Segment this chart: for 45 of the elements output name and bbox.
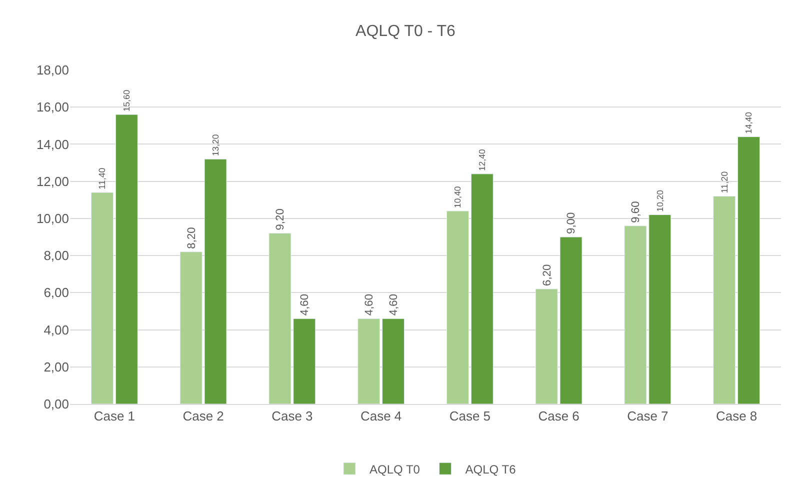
y-tick-label: 2,00	[44, 359, 69, 374]
data-label: 4,60	[388, 294, 400, 316]
x-tick-label: Case 2	[182, 408, 224, 424]
data-label: 14,40	[744, 112, 754, 134]
data-label: 10,40	[452, 186, 463, 208]
y-tick-label: 14,00	[36, 136, 69, 152]
x-tick-label: Case 5	[449, 408, 491, 424]
y-tick-label: 0,00	[44, 396, 69, 412]
x-tick-label: Case 4	[360, 408, 402, 424]
x-tick-label: Case 7	[627, 408, 668, 424]
data-label: 12,40	[477, 148, 488, 171]
data-label: 11,20	[719, 171, 730, 194]
data-label: 13,20	[210, 134, 220, 156]
y-tick-label: 16,00	[36, 100, 69, 115]
data-label: 9,00	[566, 212, 578, 234]
bar	[382, 318, 405, 404]
x-tick-label: Case 3	[272, 408, 313, 424]
data-label: 6,20	[541, 264, 554, 286]
y-tick-label: 10,00	[36, 210, 69, 226]
bar	[115, 114, 138, 404]
y-tick-label: 4,00	[44, 322, 69, 338]
bar	[713, 196, 736, 404]
y-tick-label: 12,00	[36, 174, 69, 189]
data-label: 11,40	[97, 168, 108, 190]
bar	[358, 318, 380, 404]
chart-title: AQLQ T0 - T6	[356, 22, 456, 40]
x-tick-label: Case 6	[538, 408, 580, 424]
bar	[90, 192, 114, 404]
y-tick-label: 8,00	[44, 248, 69, 264]
data-label: 15,60	[122, 90, 132, 112]
y-tick-label: 18,00	[36, 62, 69, 78]
data-label: 9,20	[274, 208, 287, 230]
legend-label: AQLQ T0	[370, 462, 420, 476]
bar	[738, 136, 760, 404]
legend-label: AQLQ T6	[465, 462, 516, 476]
data-label: 4,60	[299, 294, 312, 316]
data-label: 4,60	[364, 294, 376, 316]
bar	[446, 210, 469, 404]
data-label: 10,20	[654, 190, 665, 212]
x-tick-label: Case 8	[716, 408, 758, 424]
data-label: 9,60	[630, 201, 642, 223]
bar	[470, 174, 494, 404]
data-label: 8,20	[186, 227, 198, 249]
x-tick-label: Case 1	[94, 408, 136, 424]
y-tick-label: 6,00	[44, 285, 69, 300]
